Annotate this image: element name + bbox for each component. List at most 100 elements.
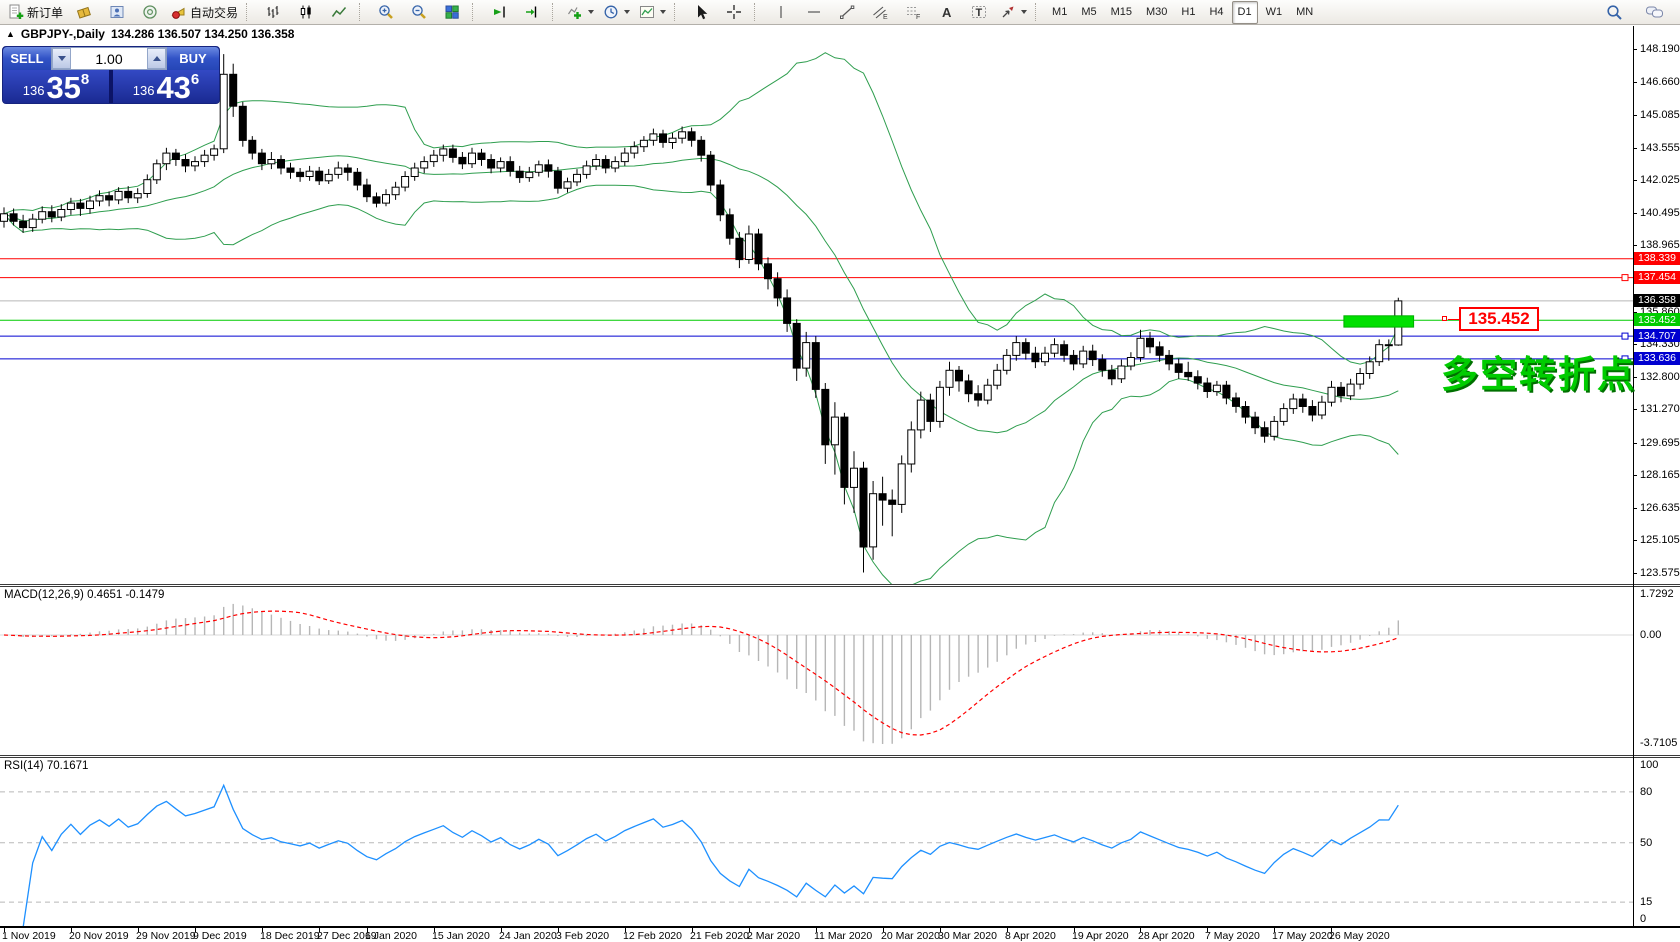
trendline-icon	[840, 5, 855, 19]
arrows-icon	[1002, 6, 1014, 18]
price-tick: 128.165	[1640, 469, 1680, 482]
sell-price-big: 35	[46, 70, 81, 104]
text-button[interactable]: A	[930, 1, 962, 24]
timeframe-w1[interactable]: W1	[1265, 6, 1283, 18]
chat-button[interactable]	[1638, 1, 1670, 24]
macd-pane[interactable]	[0, 587, 1633, 755]
volume-increase-button[interactable]	[147, 48, 166, 69]
timeframe-m30[interactable]: M30	[1146, 6, 1168, 18]
auto-scroll-button[interactable]	[483, 1, 515, 24]
timeframe-m15[interactable]: M15	[1110, 6, 1132, 18]
indicators-button[interactable]	[563, 1, 598, 24]
text-label-button[interactable]: T	[963, 1, 995, 24]
chart-header: ▲ GBPJPY-,Daily 134.286 136.507 134.250 …	[6, 27, 294, 41]
date-label: 12 Feb 2020	[623, 930, 682, 942]
price-tick: 125.105	[1640, 534, 1680, 547]
autotrading-button[interactable]: 自动交易	[167, 1, 242, 24]
chart-title: GBPJPY-,Daily	[20, 27, 105, 41]
market-watch-button[interactable]	[68, 1, 100, 24]
date-tick-mark	[262, 928, 263, 932]
pane-separator[interactable]	[0, 586, 1680, 587]
line-chart-icon	[331, 7, 347, 17]
date-label: 2 Mar 2020	[747, 930, 801, 942]
sell-price-pip: 8	[80, 71, 90, 88]
templates-button[interactable]	[635, 1, 670, 24]
pane-separator[interactable]	[0, 584, 1680, 585]
date-tick-mark	[367, 928, 368, 932]
price-tick: 129.695	[1640, 436, 1680, 449]
vertical-line-button[interactable]	[765, 1, 797, 24]
timeframe-d1[interactable]: D1	[1231, 0, 1258, 24]
horizontal-line-button[interactable]	[798, 1, 830, 24]
timeframe-h4[interactable]: H4	[1209, 6, 1224, 18]
buy-price-display[interactable]: 136 43 6	[113, 70, 219, 103]
crosshair-button[interactable]	[718, 1, 750, 24]
volume-value[interactable]: 1.00	[95, 50, 123, 67]
timeframe-m1[interactable]: M1	[1052, 6, 1068, 18]
date-tick-mark	[319, 928, 320, 932]
sell-price-display[interactable]: 136 35 8	[3, 70, 109, 103]
dropdown-caret-icon	[1021, 10, 1028, 14]
sell-button[interactable]: SELL	[3, 47, 51, 70]
cursor-button[interactable]	[685, 1, 717, 24]
line-handle[interactable]	[1621, 332, 1629, 340]
date-label: 29 Nov 2019	[136, 930, 196, 942]
candlestick-icon	[300, 5, 311, 19]
pane-separator[interactable]	[0, 755, 1680, 756]
main-chart-pane[interactable]	[0, 26, 1633, 584]
timeframe-m5[interactable]: M5	[1081, 6, 1097, 18]
periods-button[interactable]	[599, 1, 634, 24]
date-tick-mark	[1207, 928, 1208, 932]
trendline-button[interactable]	[831, 1, 863, 24]
zoom-in-button[interactable]	[370, 1, 402, 24]
new-order-button[interactable]: 新订单	[4, 1, 67, 24]
arrows-button[interactable]	[996, 1, 1031, 24]
toolbar-separator	[674, 3, 681, 21]
timeframe-h1[interactable]: H1	[1181, 6, 1196, 18]
date-tick-mark	[4, 928, 5, 932]
zoom-out-button[interactable]	[403, 1, 435, 24]
buy-button[interactable]: BUY	[167, 47, 219, 70]
timeframe-mn[interactable]: MN	[1296, 6, 1314, 18]
rsi-pane[interactable]	[0, 758, 1633, 928]
dropdown-caret-icon	[624, 10, 631, 14]
chart-ohlc-values: 134.286 136.507 134.250 136.358	[110, 27, 295, 41]
pane-separator[interactable]	[0, 757, 1680, 758]
search-button[interactable]	[1598, 1, 1630, 24]
terminal-button[interactable]	[134, 1, 166, 24]
price-tick: 148.190	[1640, 43, 1680, 55]
highlight-rectangle[interactable]	[1343, 315, 1415, 328]
date-tick-mark	[501, 928, 502, 932]
price-axis-line	[1633, 26, 1634, 928]
fibonacci-button[interactable]: F	[897, 1, 929, 24]
date-label: 24 Jan 2020	[499, 930, 557, 942]
navigator-button[interactable]	[101, 1, 133, 24]
channel-button[interactable]: E	[864, 1, 896, 24]
price-tick: 143.555	[1640, 141, 1680, 154]
new-order-icon	[9, 4, 24, 19]
price-tag: 135.452	[1634, 313, 1680, 327]
price-callout[interactable]: 135.452	[1459, 307, 1539, 331]
volume-decrease-button[interactable]	[52, 48, 71, 69]
date-label: 7 May 2020	[1205, 930, 1260, 942]
chart-annotation[interactable]: 多空转折点	[1441, 354, 1636, 395]
line-handle[interactable]	[1621, 355, 1629, 363]
text-label-icon: T	[972, 6, 987, 19]
tile-windows-button[interactable]	[436, 1, 468, 24]
line-handle[interactable]	[1621, 274, 1629, 282]
chart-shift-button[interactable]	[516, 1, 548, 24]
callout-anchor-square[interactable]	[1442, 316, 1447, 321]
line-chart-button[interactable]	[323, 1, 355, 24]
macd-signal-line	[3, 610, 1399, 736]
collapse-panel-arrow[interactable]: ▲	[6, 29, 15, 39]
bar-chart-button[interactable]	[257, 1, 289, 24]
macd-axis-min: -3.7105	[1640, 737, 1678, 749]
candlestick-button[interactable]	[290, 1, 322, 24]
price-tick-mark	[1633, 311, 1637, 313]
toolbar-separator	[359, 3, 366, 21]
vertical-line-icon	[780, 6, 782, 18]
rsi-line	[4, 783, 1399, 928]
date-label: 11 Mar 2020	[814, 930, 873, 942]
